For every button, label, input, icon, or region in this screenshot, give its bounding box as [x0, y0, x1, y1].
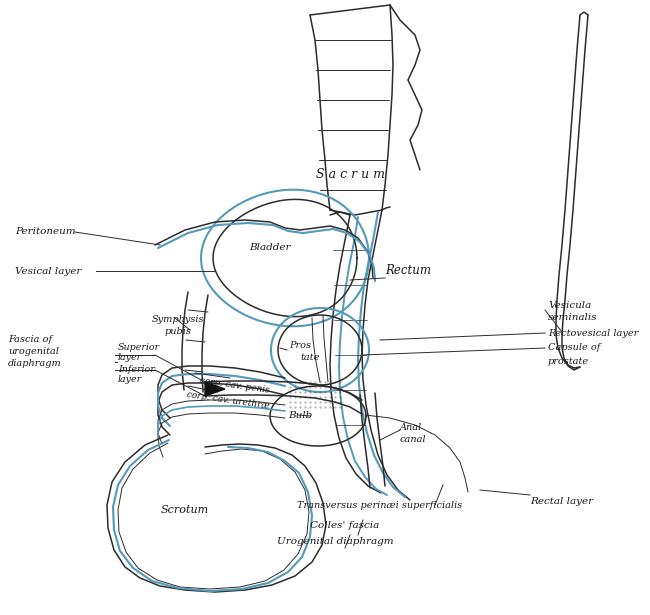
- Text: S a c r u m: S a c r u m: [315, 169, 385, 181]
- Text: Peritoneum: Peritoneum: [15, 228, 75, 237]
- Text: corp. cav. urethræ: corp. cav. urethræ: [186, 390, 270, 410]
- Text: Bulb: Bulb: [288, 410, 312, 419]
- Text: layer: layer: [118, 376, 142, 384]
- Text: Scrotum: Scrotum: [161, 505, 209, 515]
- Text: urogenital: urogenital: [8, 347, 59, 357]
- Text: Pros: Pros: [289, 341, 311, 349]
- Text: Anal: Anal: [400, 424, 422, 432]
- Text: Rectum: Rectum: [385, 263, 431, 277]
- Text: canal: canal: [400, 435, 426, 445]
- Text: Capsule of: Capsule of: [548, 344, 601, 352]
- Text: pubis: pubis: [164, 328, 192, 336]
- Text: Rectovesical layer: Rectovesical layer: [548, 328, 638, 338]
- Text: Vesical layer: Vesical layer: [15, 266, 81, 276]
- Text: Inferior: Inferior: [118, 365, 155, 375]
- Text: Symphysis: Symphysis: [151, 315, 204, 325]
- Text: Vesicula: Vesicula: [548, 301, 592, 309]
- Polygon shape: [205, 382, 225, 396]
- Text: Colles' fascia: Colles' fascia: [311, 520, 380, 530]
- Text: tate: tate: [300, 354, 319, 362]
- Text: Transversus perinæi superficialis: Transversus perinæi superficialis: [298, 501, 463, 509]
- Text: Rectal layer: Rectal layer: [530, 498, 593, 507]
- Text: layer: layer: [118, 354, 142, 362]
- Text: Superior: Superior: [118, 344, 160, 352]
- Text: Bladder: Bladder: [249, 244, 291, 253]
- Text: seminalis: seminalis: [548, 314, 597, 322]
- Text: Fascia of: Fascia of: [8, 336, 52, 344]
- Text: prostate: prostate: [548, 357, 589, 367]
- Text: corp. cav. penis: corp. cav. penis: [200, 376, 270, 394]
- Text: diaphragm: diaphragm: [8, 360, 62, 368]
- Text: Urogenital diaphragm: Urogenital diaphragm: [277, 538, 393, 547]
